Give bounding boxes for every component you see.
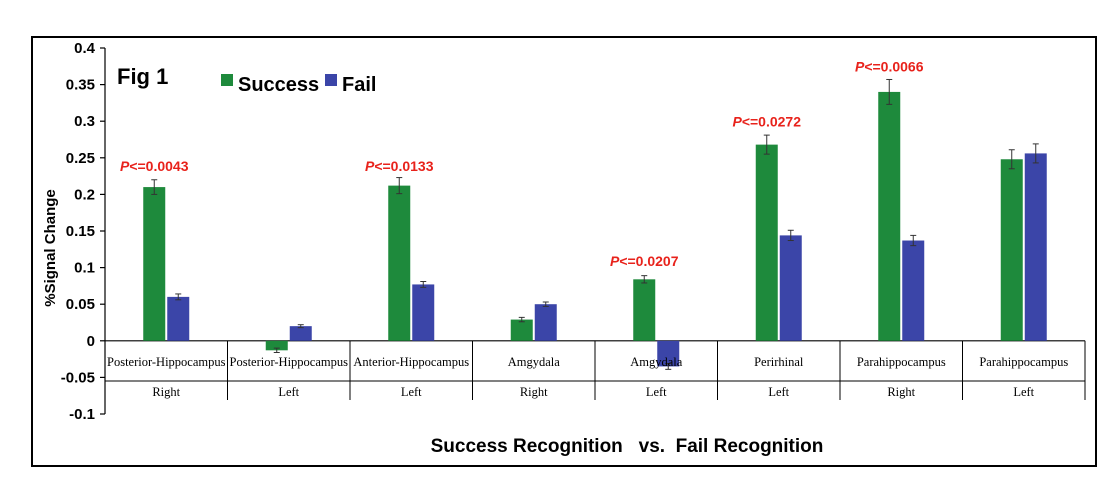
- bar-fail: [289, 326, 312, 341]
- bar-success: [510, 319, 533, 341]
- y-tick-label: -0.05: [61, 369, 95, 386]
- y-tick-label: 0.35: [66, 77, 95, 94]
- p-value-annotation: P<=0.0133: [365, 158, 434, 174]
- y-tick-label: 0.1: [74, 260, 95, 277]
- category-region-label: Amgydala: [630, 355, 683, 369]
- p-value-annotation: P<=0.0207: [610, 253, 679, 269]
- bar-success: [633, 279, 656, 341]
- category-region-label: Parahippocampus: [979, 355, 1068, 369]
- category-region-label: Amgydala: [508, 355, 561, 369]
- bar-fail: [1024, 153, 1047, 341]
- category-region-label: Perirhinal: [754, 355, 804, 369]
- chart-frame: [31, 36, 1097, 467]
- y-tick-label: 0.4: [74, 40, 96, 57]
- bar-fail: [534, 304, 557, 341]
- category-region-label: Posterior-Hippocampus: [230, 355, 349, 369]
- y-tick-label: 0.25: [66, 150, 95, 167]
- bar-success: [265, 340, 288, 351]
- y-tick-label: -0.1: [69, 406, 95, 423]
- y-axis-label: %Signal Change: [42, 189, 59, 307]
- y-tick-label: 0.3: [74, 113, 95, 130]
- category-side-label: Right: [887, 385, 915, 399]
- legend-label-fail: Fail: [342, 74, 376, 96]
- bar-success: [143, 187, 166, 341]
- bar-success: [388, 185, 411, 341]
- category-side-label: Left: [768, 385, 789, 399]
- category-region-label: Anterior-Hippocampus: [353, 355, 469, 369]
- category-side-label: Left: [278, 385, 299, 399]
- category-region-label: Parahippocampus: [857, 355, 946, 369]
- bar-fail: [167, 296, 190, 341]
- bar-success: [878, 91, 901, 341]
- category-side-label: Left: [646, 385, 667, 399]
- y-tick-label: 0.2: [74, 186, 95, 203]
- bar-fail: [412, 284, 435, 341]
- x-axis-label: Success Recognition vs. Fail Recognition: [431, 436, 824, 457]
- category-side-label: Right: [152, 385, 180, 399]
- legend-swatch-fail: [325, 74, 337, 86]
- y-tick-label: 0.05: [66, 296, 95, 313]
- category-region-label: Posterior-Hippocampus: [107, 355, 226, 369]
- y-tick-label: 0.15: [66, 223, 95, 240]
- p-value-annotation: P<=0.0043: [120, 158, 189, 174]
- legend-swatch-success: [221, 74, 233, 86]
- bar-success: [755, 144, 778, 341]
- p-value-annotation: P<=0.0066: [855, 58, 924, 74]
- bar-success: [1000, 159, 1023, 341]
- legend-label-success: Success: [238, 74, 319, 96]
- bar-fail: [902, 240, 925, 341]
- category-side-label: Right: [520, 385, 548, 399]
- category-side-label: Left: [1013, 385, 1034, 399]
- category-side-label: Left: [401, 385, 422, 399]
- p-value-annotation: P<=0.0272: [732, 113, 801, 129]
- figure-label: Fig 1: [117, 64, 168, 89]
- bar-fail: [779, 235, 802, 341]
- bar-fail: [657, 340, 680, 367]
- y-tick-label: 0: [87, 333, 95, 350]
